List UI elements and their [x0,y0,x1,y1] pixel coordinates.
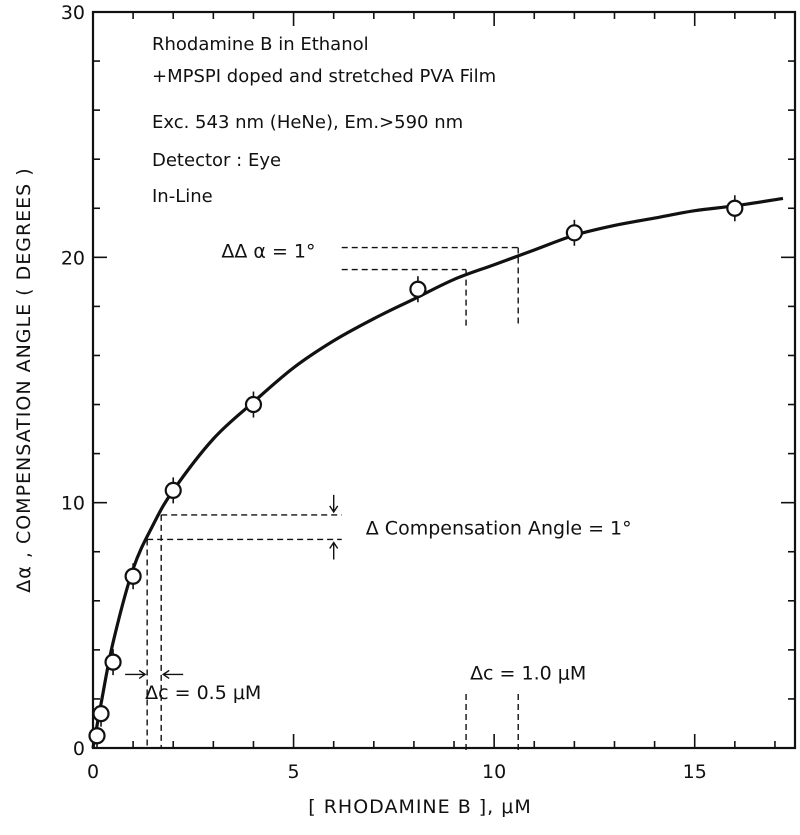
x-tick-label: 10 [482,761,506,783]
arrow-right [125,669,147,679]
axis-ticks [92,11,795,749]
y-tick-label: 30 [61,2,85,24]
note-line-4: Detector : Eye [152,150,281,171]
arrow-left [161,669,184,679]
data-point [104,653,122,671]
note-line-5: In-Line [152,186,213,207]
y-tick-label: 20 [61,247,85,269]
y-tick-label: 10 [61,493,85,515]
annotation-delta-c-low: Δc = 0.5 μM [145,682,261,704]
data-point [92,705,110,723]
x-tick-label: 0 [87,761,99,783]
annotation-delta-c-high: Δc = 1.0 μM [470,662,586,684]
fit-curve [91,196,784,749]
x-axis-title: [ RHODAMINE B ], μM [308,796,532,818]
note-line-1: Rhodamine B in Ethanol [152,34,369,55]
data-point [244,395,263,414]
arrow-up [329,541,339,560]
axis-tick-labels: 0 5 10 15 0 10 20 30 [61,2,707,783]
note-line-3: Exc. 543 nm (HeNe), Em.>590 nm [152,112,463,133]
x-tick-label: 15 [683,761,707,783]
data-points [88,195,744,749]
x-tick-label: 5 [288,761,300,783]
note-line-2: +MPSPI doped and stretched PVA Film [152,66,496,87]
data-point [409,280,427,298]
annotation-delta-delta-alpha: ΔΔ α = 1° [221,240,315,262]
y-axis-title: Δα , COMPENSATION ANGLE ( DEGREES ) [13,167,35,592]
plot-frame [91,10,797,750]
chart-notes: Rhodamine B in Ethanol +MPSPI doped and … [152,34,496,207]
data-point [164,481,182,499]
data-point [565,224,583,242]
y-tick-label: 0 [73,738,85,760]
data-point [88,727,106,745]
annotation-delta-compensation-angle: Δ Compensation Angle = 1° [366,518,632,540]
data-point [726,199,744,217]
data-point [124,567,142,585]
annotation-lines [125,246,519,753]
arrow-down [329,494,339,514]
